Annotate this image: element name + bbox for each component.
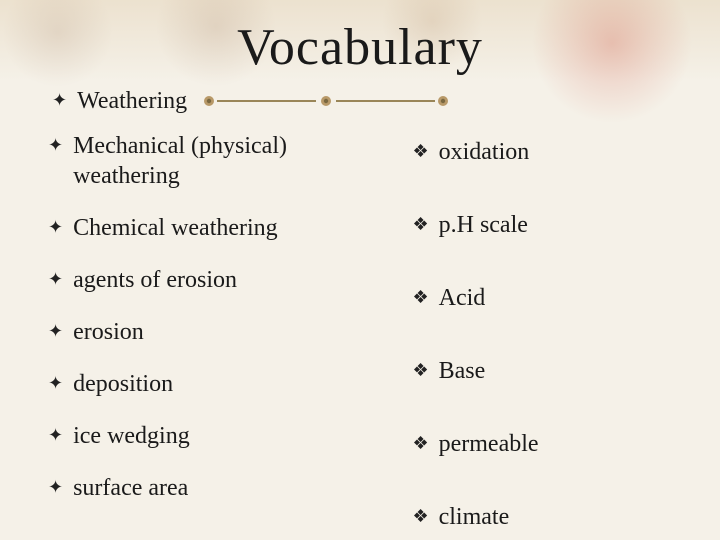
list-item: ❖ Base	[412, 355, 687, 386]
star-bullet-icon: ✦	[52, 85, 67, 115]
item-label: permeable	[439, 428, 539, 459]
star-bullet-icon: ✦	[48, 316, 63, 346]
star-bullet-icon: ✦	[48, 368, 63, 398]
list-item: ✦ ice wedging	[48, 420, 372, 451]
diamond-bullet-icon: ❖	[412, 282, 428, 312]
star-bullet-icon: ✦	[48, 264, 63, 294]
star-bullet-icon: ✦	[48, 420, 63, 450]
list-item: ❖ Acid	[412, 282, 687, 313]
list-item: ✦ agents of erosion	[48, 264, 372, 295]
right-column: ❖ oxidation ❖ p.H scale ❖ Acid ❖ Base ❖ …	[412, 130, 687, 540]
divider-icon	[201, 92, 451, 110]
left-column: ✦ Mechanical (physical) weathering ✦ Che…	[48, 130, 372, 540]
list-item: ✦ Mechanical (physical) weathering	[48, 130, 372, 191]
item-label: deposition	[73, 368, 173, 399]
list-item: ✦ Weathering	[52, 85, 187, 116]
two-column-layout: ✦ Mechanical (physical) weathering ✦ Che…	[48, 130, 672, 540]
item-label: climate	[439, 501, 510, 532]
list-item: ✦ Chemical weathering	[48, 212, 372, 243]
list-item: ❖ oxidation	[412, 136, 687, 167]
item-label: oxidation	[439, 136, 530, 167]
star-bullet-icon: ✦	[48, 472, 63, 502]
item-label: erosion	[73, 316, 144, 347]
item-label: Acid	[439, 282, 486, 313]
diamond-bullet-icon: ❖	[412, 501, 428, 531]
list-item: ✦ surface area	[48, 472, 372, 503]
first-row-with-divider: ✦ Weathering	[48, 85, 672, 116]
diamond-bullet-icon: ❖	[412, 355, 428, 385]
item-label: Mechanical (physical) weathering	[73, 130, 372, 191]
star-bullet-icon: ✦	[48, 212, 63, 242]
diamond-bullet-icon: ❖	[412, 428, 428, 458]
diamond-bullet-icon: ❖	[412, 209, 428, 239]
list-item: ❖ climate	[412, 501, 687, 532]
list-item: ❖ p.H scale	[412, 209, 687, 240]
item-label: p.H scale	[439, 209, 528, 240]
slide-container: Vocabulary ✦ Weathering ✦ Mechanical (ph…	[0, 0, 720, 540]
star-bullet-icon: ✦	[48, 130, 63, 160]
item-label: agents of erosion	[73, 264, 237, 295]
ornamental-divider	[201, 92, 451, 110]
item-label: Chemical weathering	[73, 212, 278, 243]
diamond-bullet-icon: ❖	[412, 136, 428, 166]
list-item: ✦ deposition	[48, 368, 372, 399]
item-label: ice wedging	[73, 420, 190, 451]
item-label: Weathering	[77, 85, 187, 116]
item-label: Base	[439, 355, 486, 386]
item-label: surface area	[73, 472, 188, 503]
list-item: ✦ erosion	[48, 316, 372, 347]
page-title: Vocabulary	[48, 18, 672, 77]
list-item: ❖ permeable	[412, 428, 687, 459]
